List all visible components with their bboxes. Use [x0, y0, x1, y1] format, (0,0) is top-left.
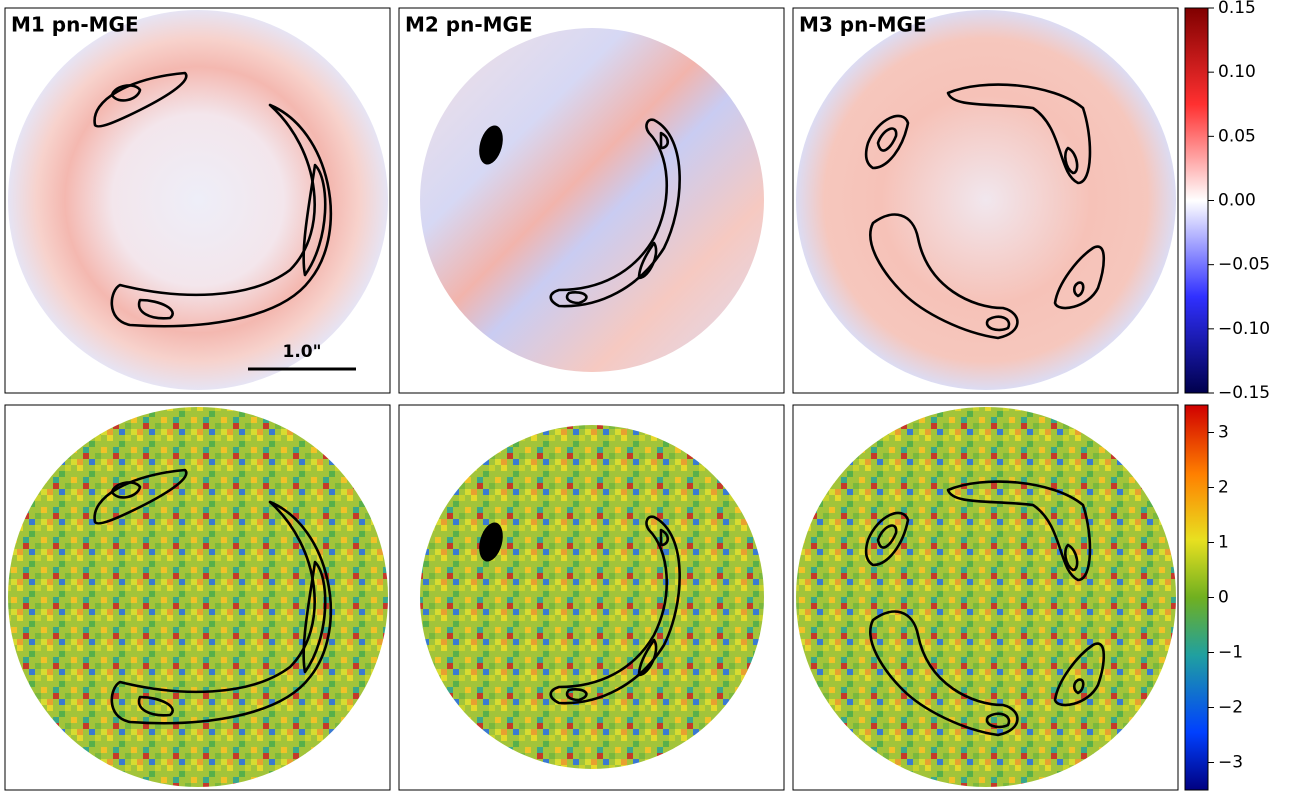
colorbar-tick-label: −0.15	[1218, 383, 1270, 403]
panel-title: M3 pn-MGE	[799, 13, 927, 37]
panel: M2 pn-MGE	[398, 7, 785, 394]
panel: M3 pn-MGE	[792, 7, 1179, 394]
panel-title: M2 pn-MGE	[405, 13, 533, 37]
colorbar-tick-label: 0.00	[1218, 191, 1256, 211]
colorbar-tick-label: −0.05	[1218, 255, 1270, 275]
panel-title: M1 pn-MGE	[11, 13, 139, 37]
normalized-residual-map	[420, 425, 764, 769]
panel	[4, 404, 391, 791]
panel	[398, 404, 785, 791]
scale-bar-label: 1.0"	[283, 342, 322, 362]
colorbar-tick-label: −3	[1218, 753, 1243, 773]
panel	[792, 404, 1179, 791]
colorbar-tick-label: 0.05	[1218, 126, 1256, 146]
residual-map	[420, 28, 764, 372]
colorbar-tick-label: 0.15	[1218, 0, 1256, 18]
colorbar-tick-label: −0.10	[1218, 319, 1270, 339]
colorbar-tick-label: 1	[1218, 533, 1229, 553]
panel: M1 pn-MGE 1.0"	[4, 7, 391, 394]
colorbar-tick-label: 0	[1218, 588, 1229, 608]
residual-map	[796, 10, 1176, 390]
colorbar	[1184, 7, 1209, 394]
colorbar-tick-label: 0.10	[1218, 62, 1256, 82]
colorbar-tick-label: −2	[1218, 698, 1243, 718]
colorbar-tick-label: −1	[1218, 643, 1243, 663]
colorbar-tick-label: 2	[1218, 478, 1229, 498]
colorbar	[1184, 404, 1209, 791]
colorbar-tick-label: 3	[1218, 423, 1229, 443]
normalized-residual-map	[796, 407, 1176, 787]
